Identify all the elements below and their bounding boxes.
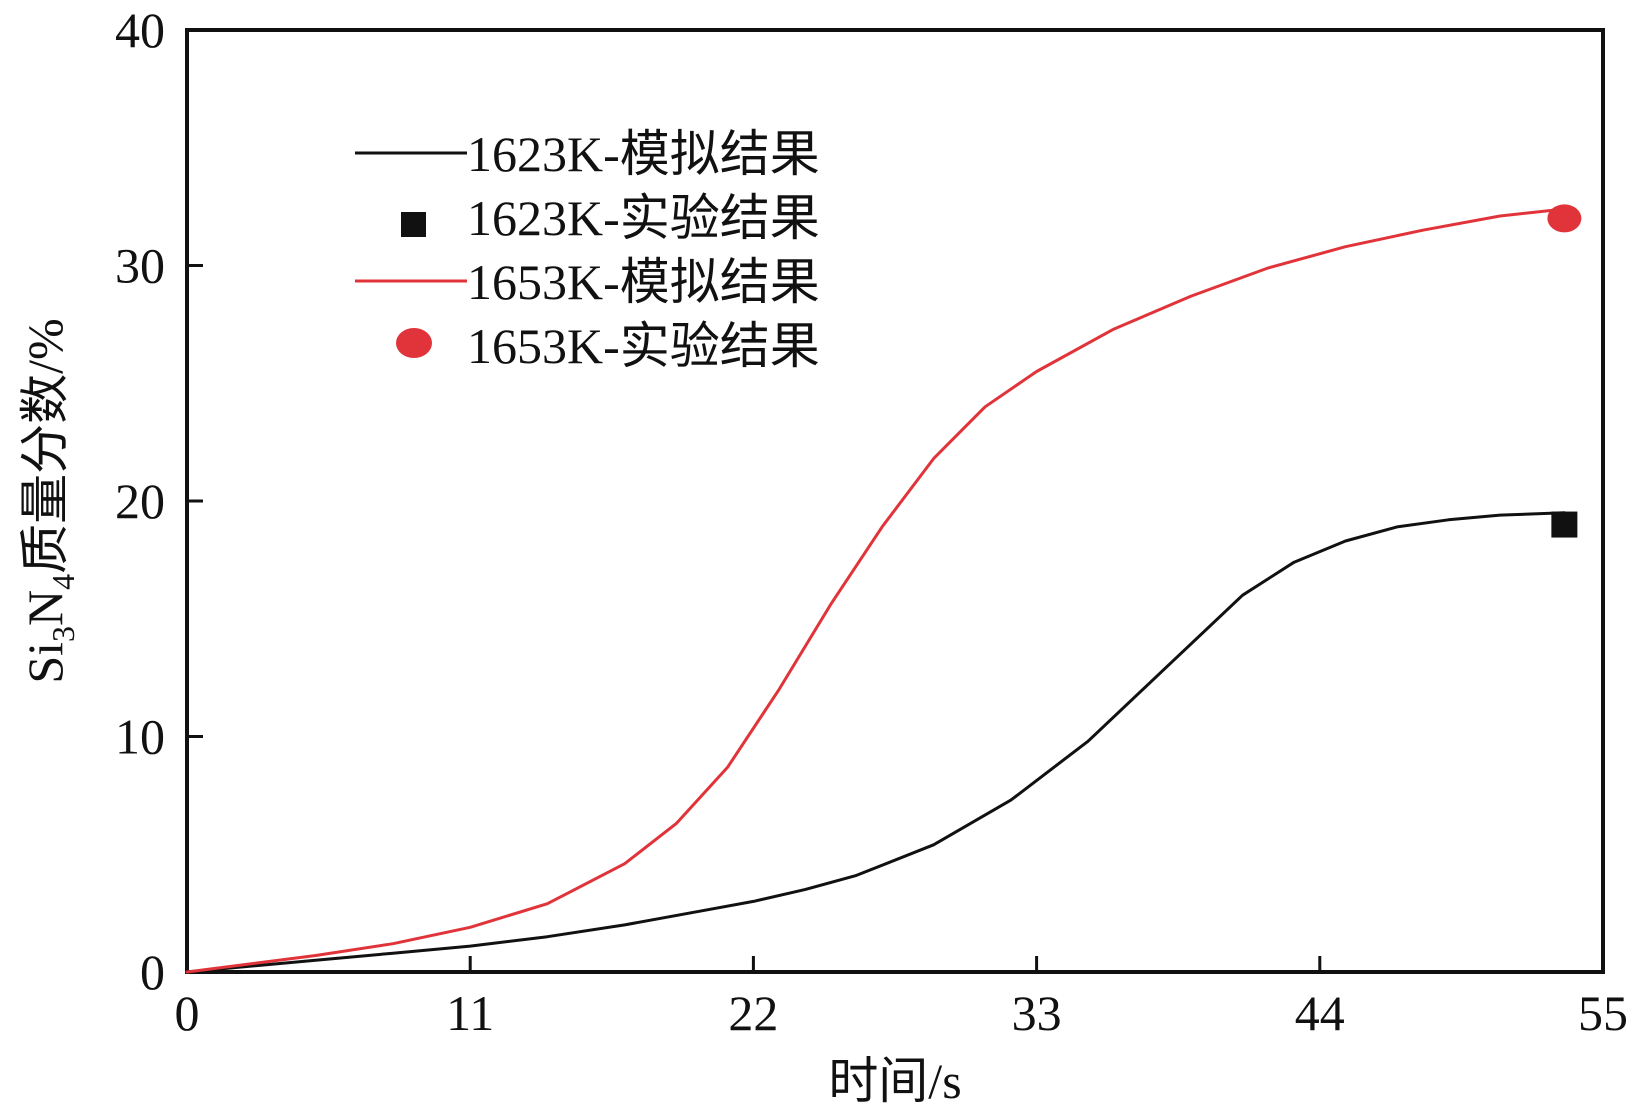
legend-label-1623k-sim: 1623K-模拟结果 (467, 126, 820, 182)
y-axis-title-sub-3: 3 (45, 626, 81, 642)
legend: 1623K-模拟结果 1623K-实验结果 1653K-模拟结果 1653K-实… (355, 126, 820, 374)
y-axis-title-part-si: Si (17, 642, 73, 684)
y-tick-label-10: 10 (115, 709, 165, 765)
series-lines (185, 207, 1566, 974)
data-point-square-1-0 (1551, 511, 1578, 538)
tick-labels: 0 11 22 33 44 55 0 10 20 30 40 (115, 2, 1626, 1041)
x-tick-label-44: 44 (1295, 985, 1345, 1041)
y-axis-title: Si3N4质量分数/% (17, 318, 81, 683)
data-point-circle-3-0 (1547, 204, 1582, 233)
plot-frame (185, 28, 1605, 974)
x-tick-label-0: 0 (175, 985, 200, 1041)
series-line-2 (185, 207, 1566, 974)
legend-label-1623k-exp: 1623K-实验结果 (467, 190, 820, 246)
series-markers (1547, 204, 1582, 538)
legend-label-1653k-exp: 1653K-实验结果 (467, 318, 820, 374)
x-tick-label-55: 55 (1578, 985, 1626, 1041)
y-axis-title-part-rest: 质量分数/% (17, 318, 73, 574)
svg-text:Si3N4质量分数/%: Si3N4质量分数/% (17, 318, 81, 683)
y-tick-label-0: 0 (140, 944, 165, 1000)
x-tick-label-11: 11 (446, 985, 494, 1041)
tick-marks (185, 28, 1605, 974)
x-tick-label-22: 22 (728, 985, 778, 1041)
y-tick-label-40: 40 (115, 2, 165, 58)
legend-swatch-1623k-exp (401, 212, 426, 237)
y-tick-label-30: 30 (115, 238, 165, 294)
x-axis-title: 时间/s (828, 1053, 961, 1109)
series-line-0 (185, 511, 1566, 974)
legend-label-1653k-sim: 1653K-模拟结果 (467, 254, 820, 310)
y-tick-label-20: 20 (115, 473, 165, 529)
y-axis-title-sub-4: 4 (45, 574, 81, 590)
y-axis-title-part-n: N (17, 590, 73, 626)
legend-swatch-1653k-exp (396, 328, 432, 358)
x-tick-label-33: 33 (1012, 985, 1062, 1041)
